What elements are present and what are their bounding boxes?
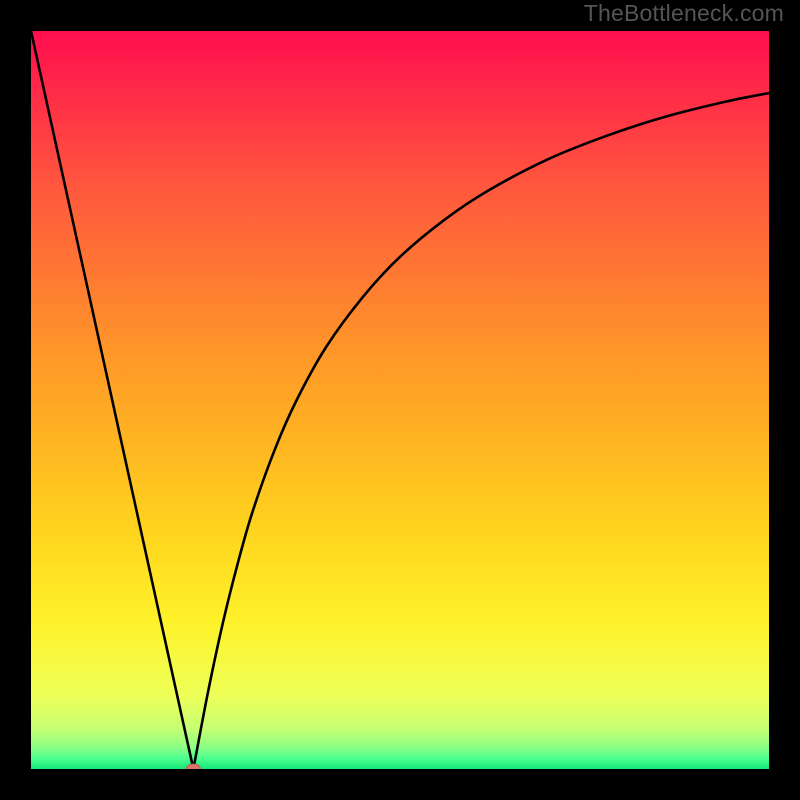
chart-curve-layer [31, 31, 769, 769]
bottleneck-curve [31, 31, 769, 769]
watermark-text: TheBottleneck.com [584, 0, 784, 27]
vertex-marker [186, 764, 200, 769]
chart-plot-area [31, 31, 769, 769]
